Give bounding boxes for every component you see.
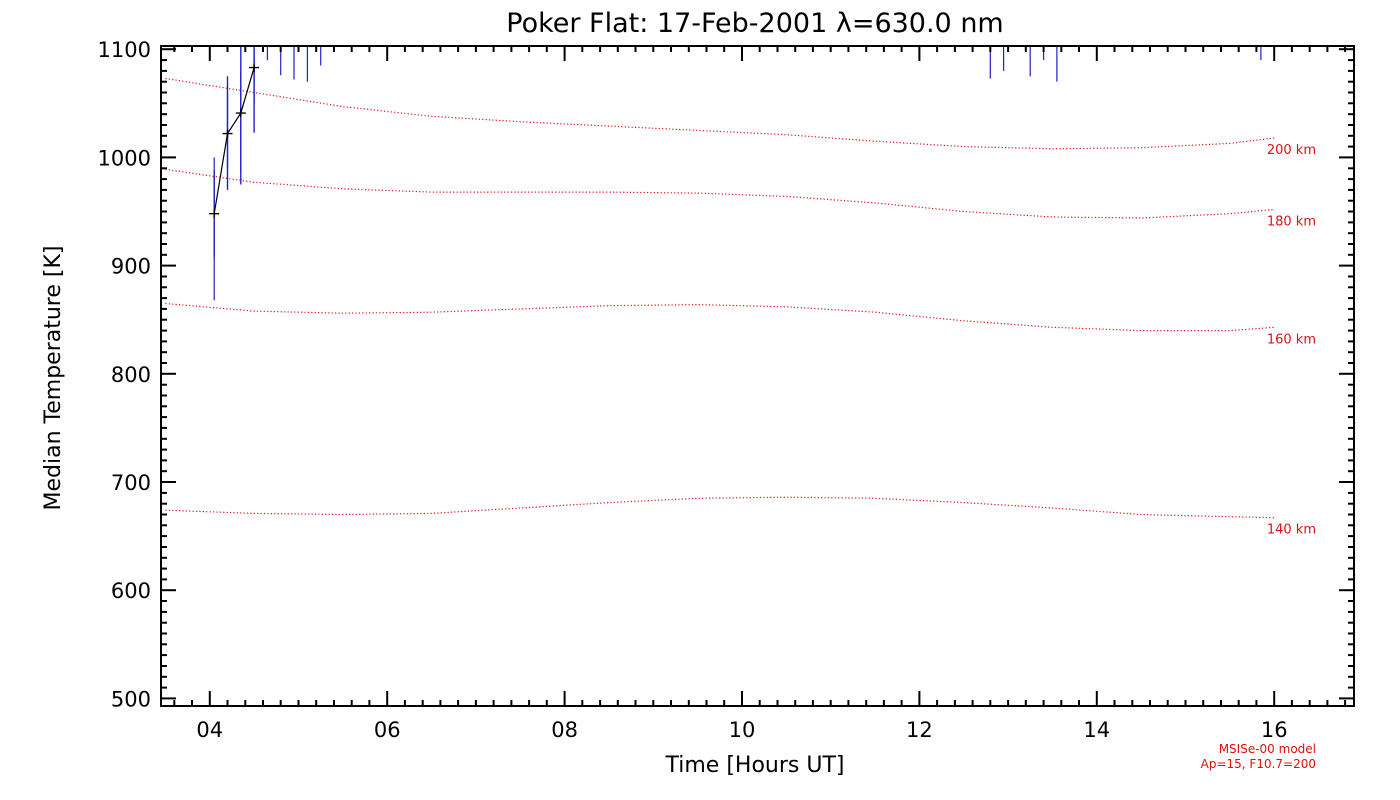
model-note-line-2: Ap=15, F10.7=200 bbox=[1201, 757, 1316, 771]
model-line-200-km bbox=[165, 77, 1275, 150]
axis-tick-labels-group: 04 06 08 10 12 14 16 500 600 700 800 900 1000 1100 bbox=[98, 38, 1288, 742]
measured-series-group bbox=[209, 63, 260, 218]
y-tick-label: 900 bbox=[111, 255, 151, 279]
model-line-180-km bbox=[165, 168, 1275, 219]
model-lines-group bbox=[165, 77, 1275, 519]
model-label-180-km: 180 km bbox=[1267, 214, 1316, 229]
y-axis-label: Median Temperature [K] bbox=[41, 246, 66, 511]
y-tick-label: 500 bbox=[111, 687, 151, 711]
model-labels-group: 140 km 160 km 180 km 200 km bbox=[1267, 143, 1316, 538]
x-tick-label: 06 bbox=[374, 718, 401, 742]
x-tick-label: 08 bbox=[551, 718, 578, 742]
y-tick-label: 1100 bbox=[98, 38, 151, 62]
model-label-200-km: 200 km bbox=[1267, 143, 1316, 158]
model-label-160-km: 160 km bbox=[1267, 332, 1316, 347]
model-label-140-km: 140 km bbox=[1267, 523, 1316, 538]
x-tick-label: 10 bbox=[729, 718, 756, 742]
model-note-line-1: MSISe-00 model bbox=[1219, 742, 1316, 756]
x-tick-label: 14 bbox=[1083, 718, 1110, 742]
axis-ticks-group bbox=[161, 46, 1354, 706]
y-tick-label: 800 bbox=[111, 363, 151, 387]
model-line-160-km bbox=[165, 302, 1275, 332]
measured-point bbox=[235, 109, 246, 118]
measured-point bbox=[209, 209, 220, 218]
x-tick-label: 16 bbox=[1261, 718, 1288, 742]
error-bars-group bbox=[213, 46, 1262, 301]
measured-point bbox=[249, 63, 260, 72]
y-tick-label: 700 bbox=[111, 471, 151, 495]
x-axis-label: Time [Hours UT] bbox=[665, 753, 845, 778]
chart-title: Poker Flat: 17-Feb-2001 λ=630.0 nm bbox=[506, 8, 1003, 39]
x-tick-label: 04 bbox=[196, 718, 223, 742]
y-tick-label: 600 bbox=[111, 579, 151, 603]
measured-point bbox=[222, 129, 233, 138]
measured-line bbox=[213, 67, 255, 214]
plot-frame bbox=[160, 45, 1355, 707]
x-tick-label: 12 bbox=[906, 718, 933, 742]
model-line-140-km bbox=[165, 496, 1275, 519]
y-tick-label: 1000 bbox=[98, 146, 151, 170]
